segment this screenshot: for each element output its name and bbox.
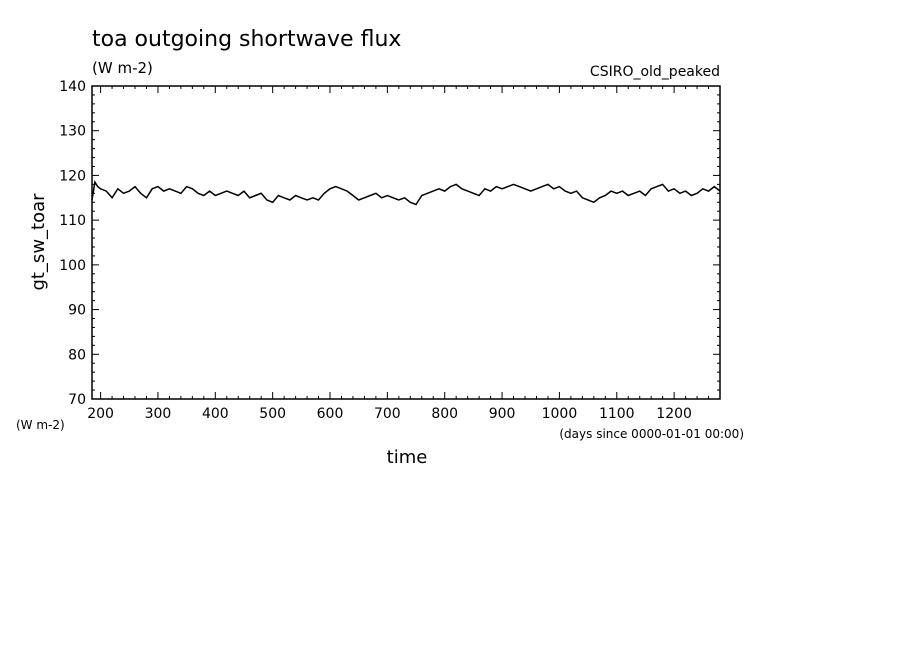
x-tick-label: 800 [431,406,458,422]
y-tick-label: 70 [68,392,86,408]
x-tick-label: 600 [317,406,344,422]
y-tick-label: 80 [68,347,86,363]
x-tick-label: 900 [489,406,516,422]
y-axis-units: (W m-2) [16,418,65,432]
y-axis-label: gt_sw_toar [28,193,49,291]
y-tick-label: 110 [59,213,86,229]
x-tick-label: 1000 [542,406,578,422]
x-tick-label: 1200 [656,406,692,422]
y-tick-label: 100 [59,258,86,274]
x-tick-label: 700 [374,406,401,422]
x-tick-label: 1100 [599,406,635,422]
x-axis-label: time [387,447,428,468]
y-tick-label: 140 [59,79,86,95]
x-tick-label: 500 [259,406,286,422]
x-axis-ticks: 200 300 400 500 600 700 800 900 1000 1100 1200 [87,86,721,422]
y-tick-label: 90 [68,303,86,319]
y-axis-ticks: 70 80 90 100 110 120 130 140 [59,79,720,408]
x-tick-label: 400 [202,406,229,422]
x-tick-label: 300 [145,406,172,422]
plot-frame [91,85,721,400]
x-tick-label: 200 [87,406,114,422]
chart-title: toa outgoing shortwave flux [92,27,401,52]
y-tick-label: 120 [59,168,86,184]
x-axis-units: (days since 0000-01-01 00:00) [559,427,744,441]
model-label: CSIRO_old_peaked [590,64,720,80]
chart-subtitle-units: (W m-2) [92,59,153,77]
y-tick-label: 130 [59,124,86,140]
series-line [91,180,721,206]
